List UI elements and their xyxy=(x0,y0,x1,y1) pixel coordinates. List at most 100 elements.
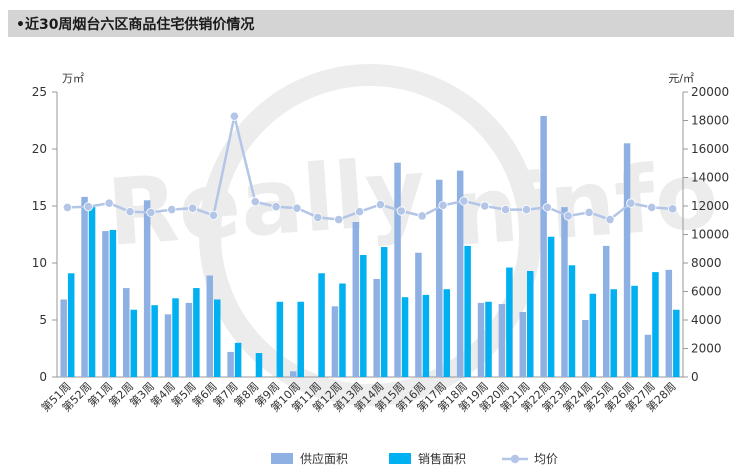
supply-bar xyxy=(602,245,610,377)
price-point xyxy=(584,207,594,218)
supply-bar xyxy=(352,221,360,377)
sales-bar xyxy=(506,267,513,377)
price-point xyxy=(542,202,552,213)
right-tick-label: 18000 xyxy=(691,114,729,128)
supply-bar xyxy=(227,351,234,377)
sales-bar xyxy=(339,283,346,377)
price-point xyxy=(375,199,386,210)
supply-bar xyxy=(331,306,339,377)
sales-bar xyxy=(130,309,138,377)
price-point xyxy=(647,202,657,213)
legend-label-sales: 销售面积 xyxy=(418,451,466,466)
legend: 供应面积 销售面积 均价 xyxy=(271,451,558,466)
price-point xyxy=(83,202,93,212)
supply-bar xyxy=(206,275,213,377)
sales-bar xyxy=(193,288,200,377)
price-point xyxy=(292,203,302,213)
sales-bar xyxy=(464,245,471,377)
price-line xyxy=(62,111,678,225)
sales-bar xyxy=(485,301,492,377)
right-tick-label: 0 xyxy=(691,370,699,384)
supply-bar xyxy=(665,269,673,377)
sales-bar xyxy=(589,293,597,377)
price-point xyxy=(167,204,177,215)
supply-bar xyxy=(123,288,130,377)
price-point xyxy=(521,204,532,215)
right-tick-label: 8000 xyxy=(691,256,722,270)
supply-bar xyxy=(102,231,109,377)
price-point xyxy=(563,211,573,221)
svg-text:ninfo: ninfo xyxy=(449,142,722,267)
sales-bar xyxy=(214,299,221,377)
supply-bar xyxy=(456,170,464,377)
axes: 0 5 10 15 20 25 0 2000 4000 6000 8000 10000 12000 140… xyxy=(32,72,729,384)
supply-bar xyxy=(81,196,88,377)
sales-bar xyxy=(443,289,451,377)
right-tick-label: 20000 xyxy=(691,85,729,99)
sales-bar xyxy=(276,301,284,377)
price-point xyxy=(626,198,636,208)
price-point xyxy=(417,211,427,221)
sales-bar xyxy=(652,272,659,377)
left-unit-label: 万㎡ xyxy=(62,72,84,85)
left-tick-label: 20 xyxy=(32,142,47,156)
price-point xyxy=(459,196,469,206)
legend-swatch-sales xyxy=(389,453,411,464)
right-unit-label: 元/㎡ xyxy=(668,72,694,85)
price-point xyxy=(146,207,156,218)
right-tick-label: 16000 xyxy=(691,142,729,156)
sales-bar xyxy=(673,309,680,377)
price-point xyxy=(605,214,615,225)
sales-bar xyxy=(109,229,117,377)
left-tick-label: 10 xyxy=(32,256,47,270)
supply-bar xyxy=(185,302,193,377)
legend-label-supply: 供应面积 xyxy=(300,451,348,466)
watermark: Really ninfo xyxy=(104,64,722,406)
supply-bar xyxy=(415,252,422,377)
supply-bar xyxy=(394,162,401,377)
price-point xyxy=(354,207,365,217)
svg-text:Really: Really xyxy=(104,138,429,267)
price-point xyxy=(188,203,198,213)
supply-bar xyxy=(498,304,506,377)
sales-bar xyxy=(631,285,638,377)
sales-bar xyxy=(297,301,304,377)
supply-bar xyxy=(289,371,297,377)
right-tick-label: 6000 xyxy=(691,285,722,299)
sales-bar xyxy=(380,247,388,377)
right-tick-label: 2000 xyxy=(691,342,722,356)
right-tick-label: 10000 xyxy=(691,228,729,242)
price-point xyxy=(208,210,219,220)
sales-bar xyxy=(610,289,617,377)
sales-bar xyxy=(360,255,367,377)
supply-bar xyxy=(60,299,67,377)
supply-bar xyxy=(436,179,443,377)
right-tick-label: 14000 xyxy=(691,171,729,185)
price-point xyxy=(334,214,344,225)
price-point xyxy=(250,197,260,207)
sales-bar xyxy=(255,353,263,377)
sales-bar xyxy=(318,273,325,377)
right-tick-label: 4000 xyxy=(691,313,722,327)
supply-bar xyxy=(540,115,547,377)
left-tick-label: 15 xyxy=(32,199,47,213)
price-point xyxy=(396,206,406,216)
price-point xyxy=(438,200,448,210)
legend-marker-price xyxy=(510,454,520,464)
sales-bar xyxy=(172,298,179,377)
supply-bar xyxy=(519,312,526,377)
supply-bar xyxy=(477,302,485,377)
price-point xyxy=(271,202,281,212)
supply-bar xyxy=(644,334,652,377)
price-point xyxy=(501,204,511,215)
sales-bar xyxy=(568,265,576,377)
price-point xyxy=(313,212,323,222)
title-bar: •近30周烟台六区商品住宅供销价情况 xyxy=(8,10,734,37)
left-tick-label: 25 xyxy=(32,85,47,99)
sales-bar xyxy=(422,294,430,377)
legend-swatch-supply xyxy=(271,453,293,464)
price-point xyxy=(229,111,239,121)
supply-bar xyxy=(373,278,380,377)
legend-label-price: 均价 xyxy=(534,452,558,466)
